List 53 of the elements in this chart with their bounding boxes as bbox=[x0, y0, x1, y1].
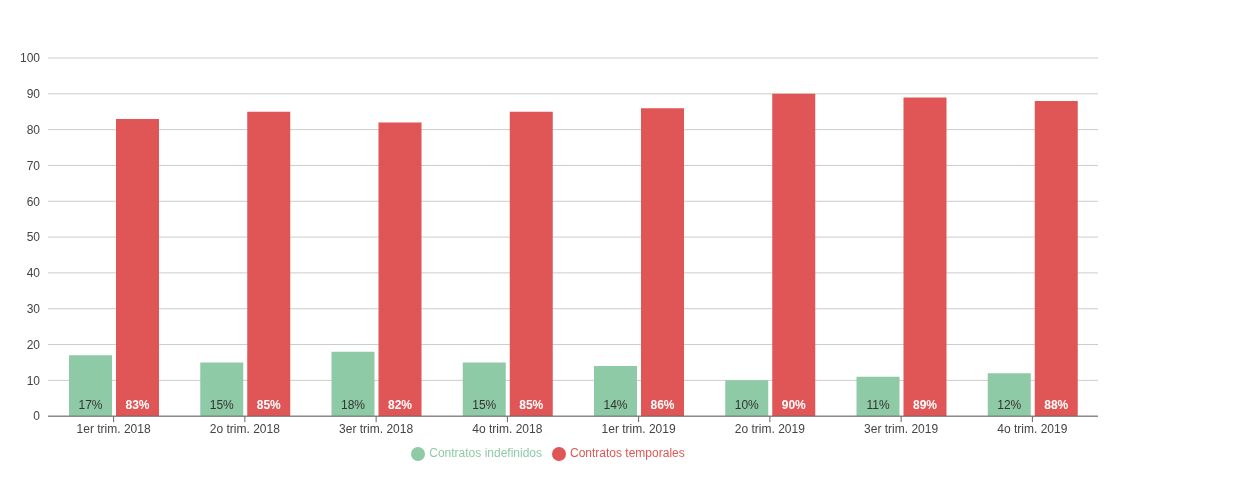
data-label: 14% bbox=[603, 398, 628, 413]
data-label: 86% bbox=[650, 398, 675, 413]
x-tick-label: 3er trim. 2018 bbox=[339, 421, 414, 436]
y-tick-label: 100 bbox=[19, 51, 41, 66]
x-tick-label: 4o trim. 2018 bbox=[472, 421, 543, 436]
bar bbox=[331, 351, 375, 417]
data-label: 85% bbox=[256, 398, 282, 413]
bar bbox=[462, 362, 506, 417]
y-tick-label: 0 bbox=[33, 409, 41, 424]
x-tick-label: 3er trim. 2019 bbox=[864, 421, 939, 436]
data-label: 83% bbox=[125, 398, 150, 413]
data-label: 11% bbox=[866, 398, 890, 413]
bar bbox=[641, 108, 684, 417]
y-tick-label: 90 bbox=[26, 87, 41, 102]
data-label: 88% bbox=[1044, 398, 1069, 413]
bar bbox=[987, 373, 1031, 417]
bar bbox=[378, 122, 422, 417]
data-label: 90% bbox=[781, 398, 807, 413]
bar bbox=[69, 355, 112, 417]
y-tick-label: 60 bbox=[26, 194, 41, 209]
bar bbox=[594, 366, 637, 417]
bar bbox=[200, 362, 244, 417]
legend-label: Contratos temporales bbox=[570, 446, 685, 461]
bar bbox=[1034, 100, 1078, 417]
x-tick-label: 2o trim. 2019 bbox=[734, 421, 806, 436]
data-label: 18% bbox=[340, 398, 366, 413]
data-label: 15% bbox=[209, 398, 235, 413]
data-label: 10% bbox=[734, 398, 760, 413]
x-tick-label: 1er trim. 2019 bbox=[601, 421, 676, 436]
data-label: 82% bbox=[387, 398, 413, 413]
data-label: 12% bbox=[997, 398, 1022, 413]
y-tick-label: 20 bbox=[26, 337, 41, 352]
bar bbox=[903, 97, 947, 417]
legend-label: Contratos indefinidos bbox=[429, 446, 542, 461]
bar bbox=[856, 376, 900, 417]
data-label: 15% bbox=[472, 398, 497, 413]
data-label: 17% bbox=[78, 398, 103, 413]
bar bbox=[116, 118, 159, 417]
bar bbox=[772, 93, 816, 417]
y-tick-label: 80 bbox=[26, 122, 41, 137]
data-label: 89% bbox=[912, 398, 938, 413]
bar bbox=[247, 111, 291, 417]
y-tick-label: 30 bbox=[26, 301, 41, 316]
y-tick-label: 10 bbox=[26, 373, 41, 388]
x-tick-label: 2o trim. 2018 bbox=[209, 421, 281, 436]
bar bbox=[509, 111, 553, 417]
data-label: 85% bbox=[519, 398, 544, 413]
y-tick-label: 40 bbox=[26, 266, 41, 281]
y-tick-label: 70 bbox=[26, 158, 41, 173]
x-tick-label: 1er trim. 2018 bbox=[76, 421, 151, 436]
bar bbox=[725, 380, 769, 417]
y-tick-label: 50 bbox=[26, 230, 41, 245]
x-tick-label: 4o trim. 2019 bbox=[997, 421, 1068, 436]
